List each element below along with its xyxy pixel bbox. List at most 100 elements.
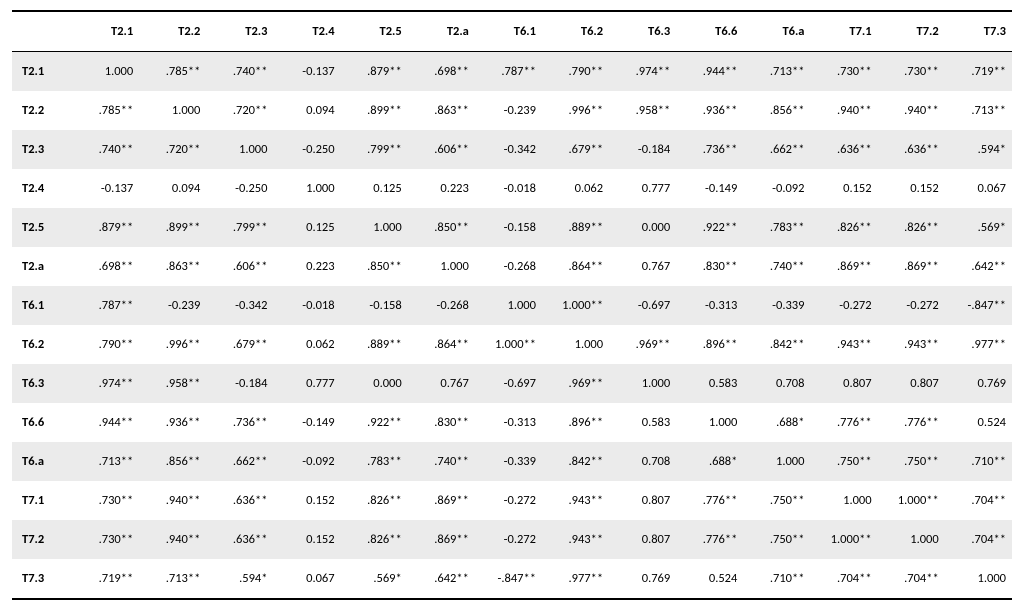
table-cell: .713**: [72, 442, 139, 481]
column-header: T7.1: [810, 11, 877, 52]
table-cell: .799**: [341, 130, 408, 169]
table-cell: 0.152: [273, 481, 340, 520]
table-cell: 0.767: [408, 364, 475, 403]
table-cell: 0.223: [408, 169, 475, 208]
table-cell: .943**: [810, 325, 877, 364]
table-cell: 1.000: [341, 208, 408, 247]
table-cell: .943**: [878, 325, 945, 364]
table-cell: .636**: [206, 520, 273, 559]
table-cell: .826**: [878, 208, 945, 247]
table-cell: .785**: [72, 91, 139, 130]
table-cell: .896**: [542, 403, 609, 442]
row-header: T6.1: [12, 286, 72, 325]
table-cell: -0.158: [341, 286, 408, 325]
table-cell: 0.062: [542, 169, 609, 208]
table-row: T7.1.730**.940**.636**0.152.826**.869**-…: [12, 481, 1012, 520]
column-header: T6.1: [475, 11, 542, 52]
table-cell: .730**: [72, 520, 139, 559]
table-cell: .922**: [341, 403, 408, 442]
table-cell: 1.000: [743, 442, 810, 481]
table-cell: 1.000: [810, 481, 877, 520]
table-cell: .869**: [878, 247, 945, 286]
table-cell: .719**: [945, 52, 1012, 92]
table-cell: .719**: [72, 559, 139, 599]
table-cell: .850**: [341, 247, 408, 286]
table-cell: .799**: [206, 208, 273, 247]
table-row: T6.3.974**.958**-0.1840.7770.0000.767-0.…: [12, 364, 1012, 403]
table-cell: .850**: [408, 208, 475, 247]
table-cell: 1.000**: [542, 286, 609, 325]
table-cell: .636**: [206, 481, 273, 520]
table-cell: 0.807: [609, 481, 676, 520]
table-cell: .698**: [72, 247, 139, 286]
column-header: T2.a: [408, 11, 475, 52]
table-row: T2.2.785**1.000.720**0.094.899**.863**-0…: [12, 91, 1012, 130]
table-row: T2.3.740**.720**1.000-0.250.799**.606**-…: [12, 130, 1012, 169]
table-cell: .776**: [878, 403, 945, 442]
table-cell: .679**: [542, 130, 609, 169]
table-cell: .783**: [743, 208, 810, 247]
table-cell: 1.000**: [475, 325, 542, 364]
table-cell: .787**: [475, 52, 542, 92]
table-cell: -0.313: [676, 286, 743, 325]
row-header: T2.a: [12, 247, 72, 286]
table-cell: .842**: [542, 442, 609, 481]
table-cell: .720**: [139, 130, 206, 169]
table-cell: .787**: [72, 286, 139, 325]
table-cell: .863**: [408, 91, 475, 130]
row-header: T2.2: [12, 91, 72, 130]
table-cell: .790**: [542, 52, 609, 92]
table-cell: .730**: [72, 481, 139, 520]
table-cell: .899**: [341, 91, 408, 130]
table-cell: .688*: [676, 442, 743, 481]
table-cell: -0.697: [609, 286, 676, 325]
table-cell: -0.137: [273, 52, 340, 92]
table-cell: .710**: [945, 442, 1012, 481]
table-cell: 0.067: [945, 169, 1012, 208]
table-cell: -0.268: [475, 247, 542, 286]
column-header: T7.3: [945, 11, 1012, 52]
table-cell: 0.524: [676, 559, 743, 599]
table-cell: .713**: [945, 91, 1012, 130]
table-cell: -0.272: [475, 481, 542, 520]
table-row: T6.1.787**-0.239-0.342-0.018-0.158-0.268…: [12, 286, 1012, 325]
column-header: [12, 11, 72, 52]
table-cell: .940**: [810, 91, 877, 130]
table-cell: .974**: [609, 52, 676, 92]
table-cell: .864**: [542, 247, 609, 286]
table-row: T7.2.730**.940**.636**0.152.826**.869**-…: [12, 520, 1012, 559]
table-cell: .889**: [341, 325, 408, 364]
table-cell: 1.000: [475, 286, 542, 325]
column-header: T2.3: [206, 11, 273, 52]
column-header: T2.1: [72, 11, 139, 52]
column-header: T2.4: [273, 11, 340, 52]
table-row: T6.2.790**.996**.679**0.062.889**.864**1…: [12, 325, 1012, 364]
table-cell: .958**: [139, 364, 206, 403]
table-cell: 1.000: [609, 364, 676, 403]
table-cell: .869**: [810, 247, 877, 286]
table-cell: -0.184: [206, 364, 273, 403]
table-cell: -0.092: [743, 169, 810, 208]
table-cell: .740**: [743, 247, 810, 286]
table-cell: -0.342: [475, 130, 542, 169]
table-cell: .864**: [408, 325, 475, 364]
table-cell: 1.000: [542, 325, 609, 364]
table-cell: .830**: [676, 247, 743, 286]
table-cell: -0.149: [273, 403, 340, 442]
table-row: T6.a.713**.856**.662**-0.092.783**.740**…: [12, 442, 1012, 481]
table-cell: .969**: [542, 364, 609, 403]
table-cell: .943**: [542, 481, 609, 520]
table-cell: .750**: [743, 481, 810, 520]
table-cell: .679**: [206, 325, 273, 364]
table-cell: 0.708: [609, 442, 676, 481]
table-cell: 1.000: [676, 403, 743, 442]
table-cell: .899**: [139, 208, 206, 247]
row-header: T2.4: [12, 169, 72, 208]
table-cell: .940**: [139, 520, 206, 559]
table-cell: .594*: [945, 130, 1012, 169]
table-cell: .698**: [408, 52, 475, 92]
table-row: T2.4-0.1370.094-0.2501.0000.1250.223-0.0…: [12, 169, 1012, 208]
table-cell: 0.708: [743, 364, 810, 403]
table-cell: -0.697: [475, 364, 542, 403]
table-cell: .940**: [139, 481, 206, 520]
